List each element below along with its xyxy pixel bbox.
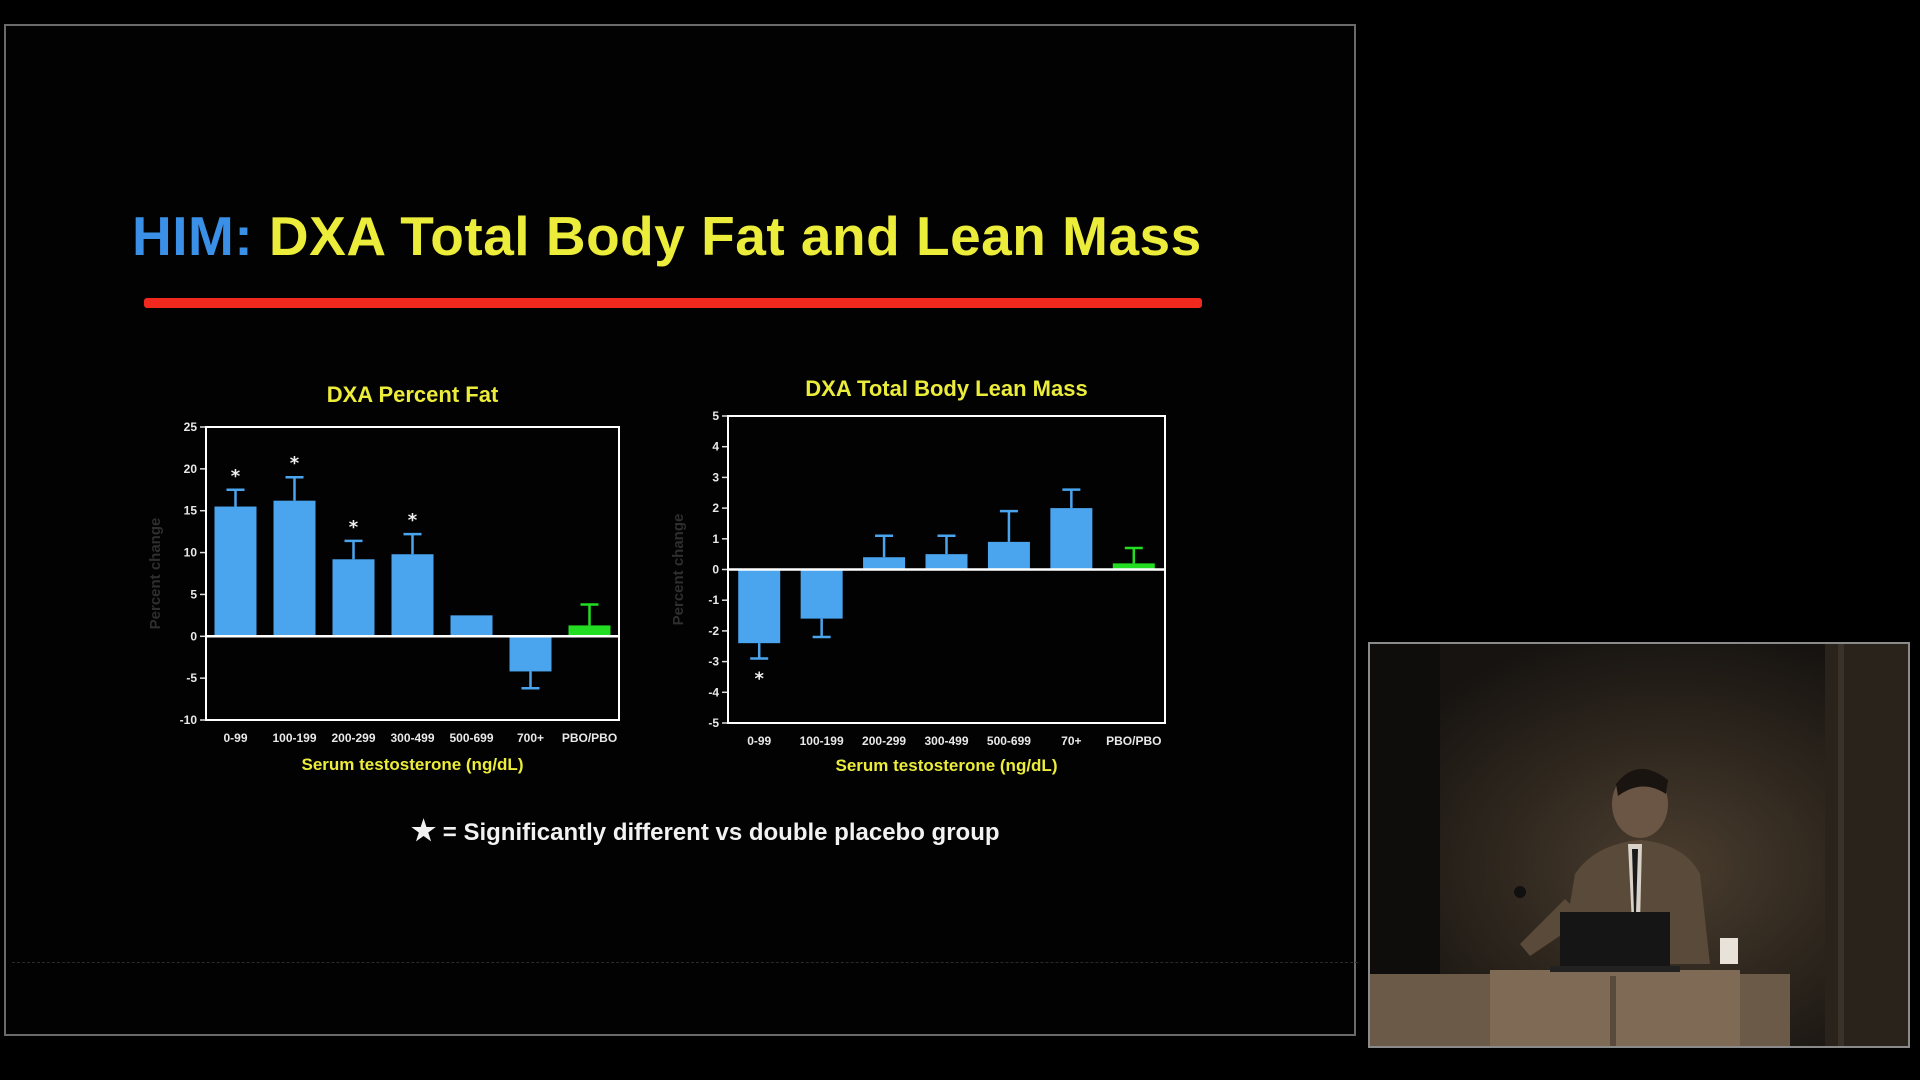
star-icon: ★ [411,815,437,846]
x-tick-label: 200-299 [862,734,906,748]
x-tick-label: 100-199 [272,731,316,745]
y-tick-label: -10 [180,713,198,727]
y-tick-label: 5 [712,409,719,423]
bar [738,569,781,644]
significance-star: * [231,466,241,487]
speaker-video-inset [1368,642,1910,1048]
x-tick-label: PBO/PBO [562,731,617,745]
x-axis-label: Serum testosterone (ng/dL) [302,755,524,774]
video-artifact-line [12,962,1358,964]
bar [450,615,493,637]
y-tick-label: -1 [708,593,719,607]
footnote-text: = Significantly different vs double plac… [442,819,1000,846]
x-axis-label: Serum testosterone (ng/dL) [836,756,1058,775]
significance-footnote: ★ = Significantly different vs double pl… [411,814,1000,847]
x-tick-label: 200-299 [331,731,375,745]
significance-star: * [290,453,300,474]
x-tick-label: 700+ [517,731,544,745]
y-tick-label: -5 [186,671,197,685]
y-tick-label: 4 [712,440,719,454]
speaker-video-image [1370,644,1908,1046]
y-tick-label: -5 [708,716,719,730]
slide-title-prefix: HIM: [132,205,254,267]
bar [1050,508,1093,570]
x-tick-label: 500-699 [449,731,493,745]
slide-title-main: DXA Total Body Fat and Lean Mass [268,205,1202,267]
x-tick-label: 300-499 [924,734,968,748]
y-tick-label: -4 [708,685,719,699]
bar [925,554,968,570]
chart-2: DXA Total Body Lean Mass Percent change -5… [670,376,1166,775]
chart-1: DXA Percent Fat Percent change -10 -5 0 5 10 15… [147,382,620,774]
bar [568,625,611,637]
bar [273,500,316,637]
bar [800,569,843,619]
x-tick-label: 0-99 [747,734,771,748]
significance-star: * [349,517,359,538]
x-tick-label: 100-199 [800,734,844,748]
bar [391,554,434,637]
y-axis-label: Percent change [147,518,164,630]
bar [332,559,375,637]
x-tick-label: 500-699 [987,734,1031,748]
bar [1112,563,1155,570]
x-tick-label: 300-499 [390,731,434,745]
significance-star: * [755,669,765,690]
bar [214,506,257,637]
y-tick-label: 5 [190,587,197,601]
bar [987,541,1030,570]
bar [509,636,552,672]
significance-star: * [408,510,418,531]
y-tick-label: 10 [184,546,198,560]
y-tick-label: -2 [708,624,719,638]
y-tick-label: 2 [712,501,719,515]
plot-frame [205,426,620,721]
y-tick-label: 0 [712,563,719,577]
x-tick-label: PBO/PBO [1106,734,1161,748]
y-tick-label: 25 [184,420,198,434]
chart-title: DXA Percent Fat [327,382,499,407]
bar [863,557,906,570]
y-tick-label: 3 [712,470,719,484]
y-tick-label: 15 [184,504,198,518]
y-tick-label: 1 [712,532,719,546]
title-underline [144,298,1202,308]
x-tick-label: 70+ [1061,734,1081,748]
chart-title: DXA Total Body Lean Mass [805,376,1087,401]
slide-title: HIM: DXA Total Body Fat and Lean Mass [132,204,1202,268]
y-tick-label: 20 [184,462,198,476]
y-axis-label: Percent change [670,514,687,626]
y-tick-label: 0 [190,629,197,643]
y-tick-label: -3 [708,655,719,669]
x-tick-label: 0-99 [223,731,247,745]
plot-frame [727,415,1166,724]
